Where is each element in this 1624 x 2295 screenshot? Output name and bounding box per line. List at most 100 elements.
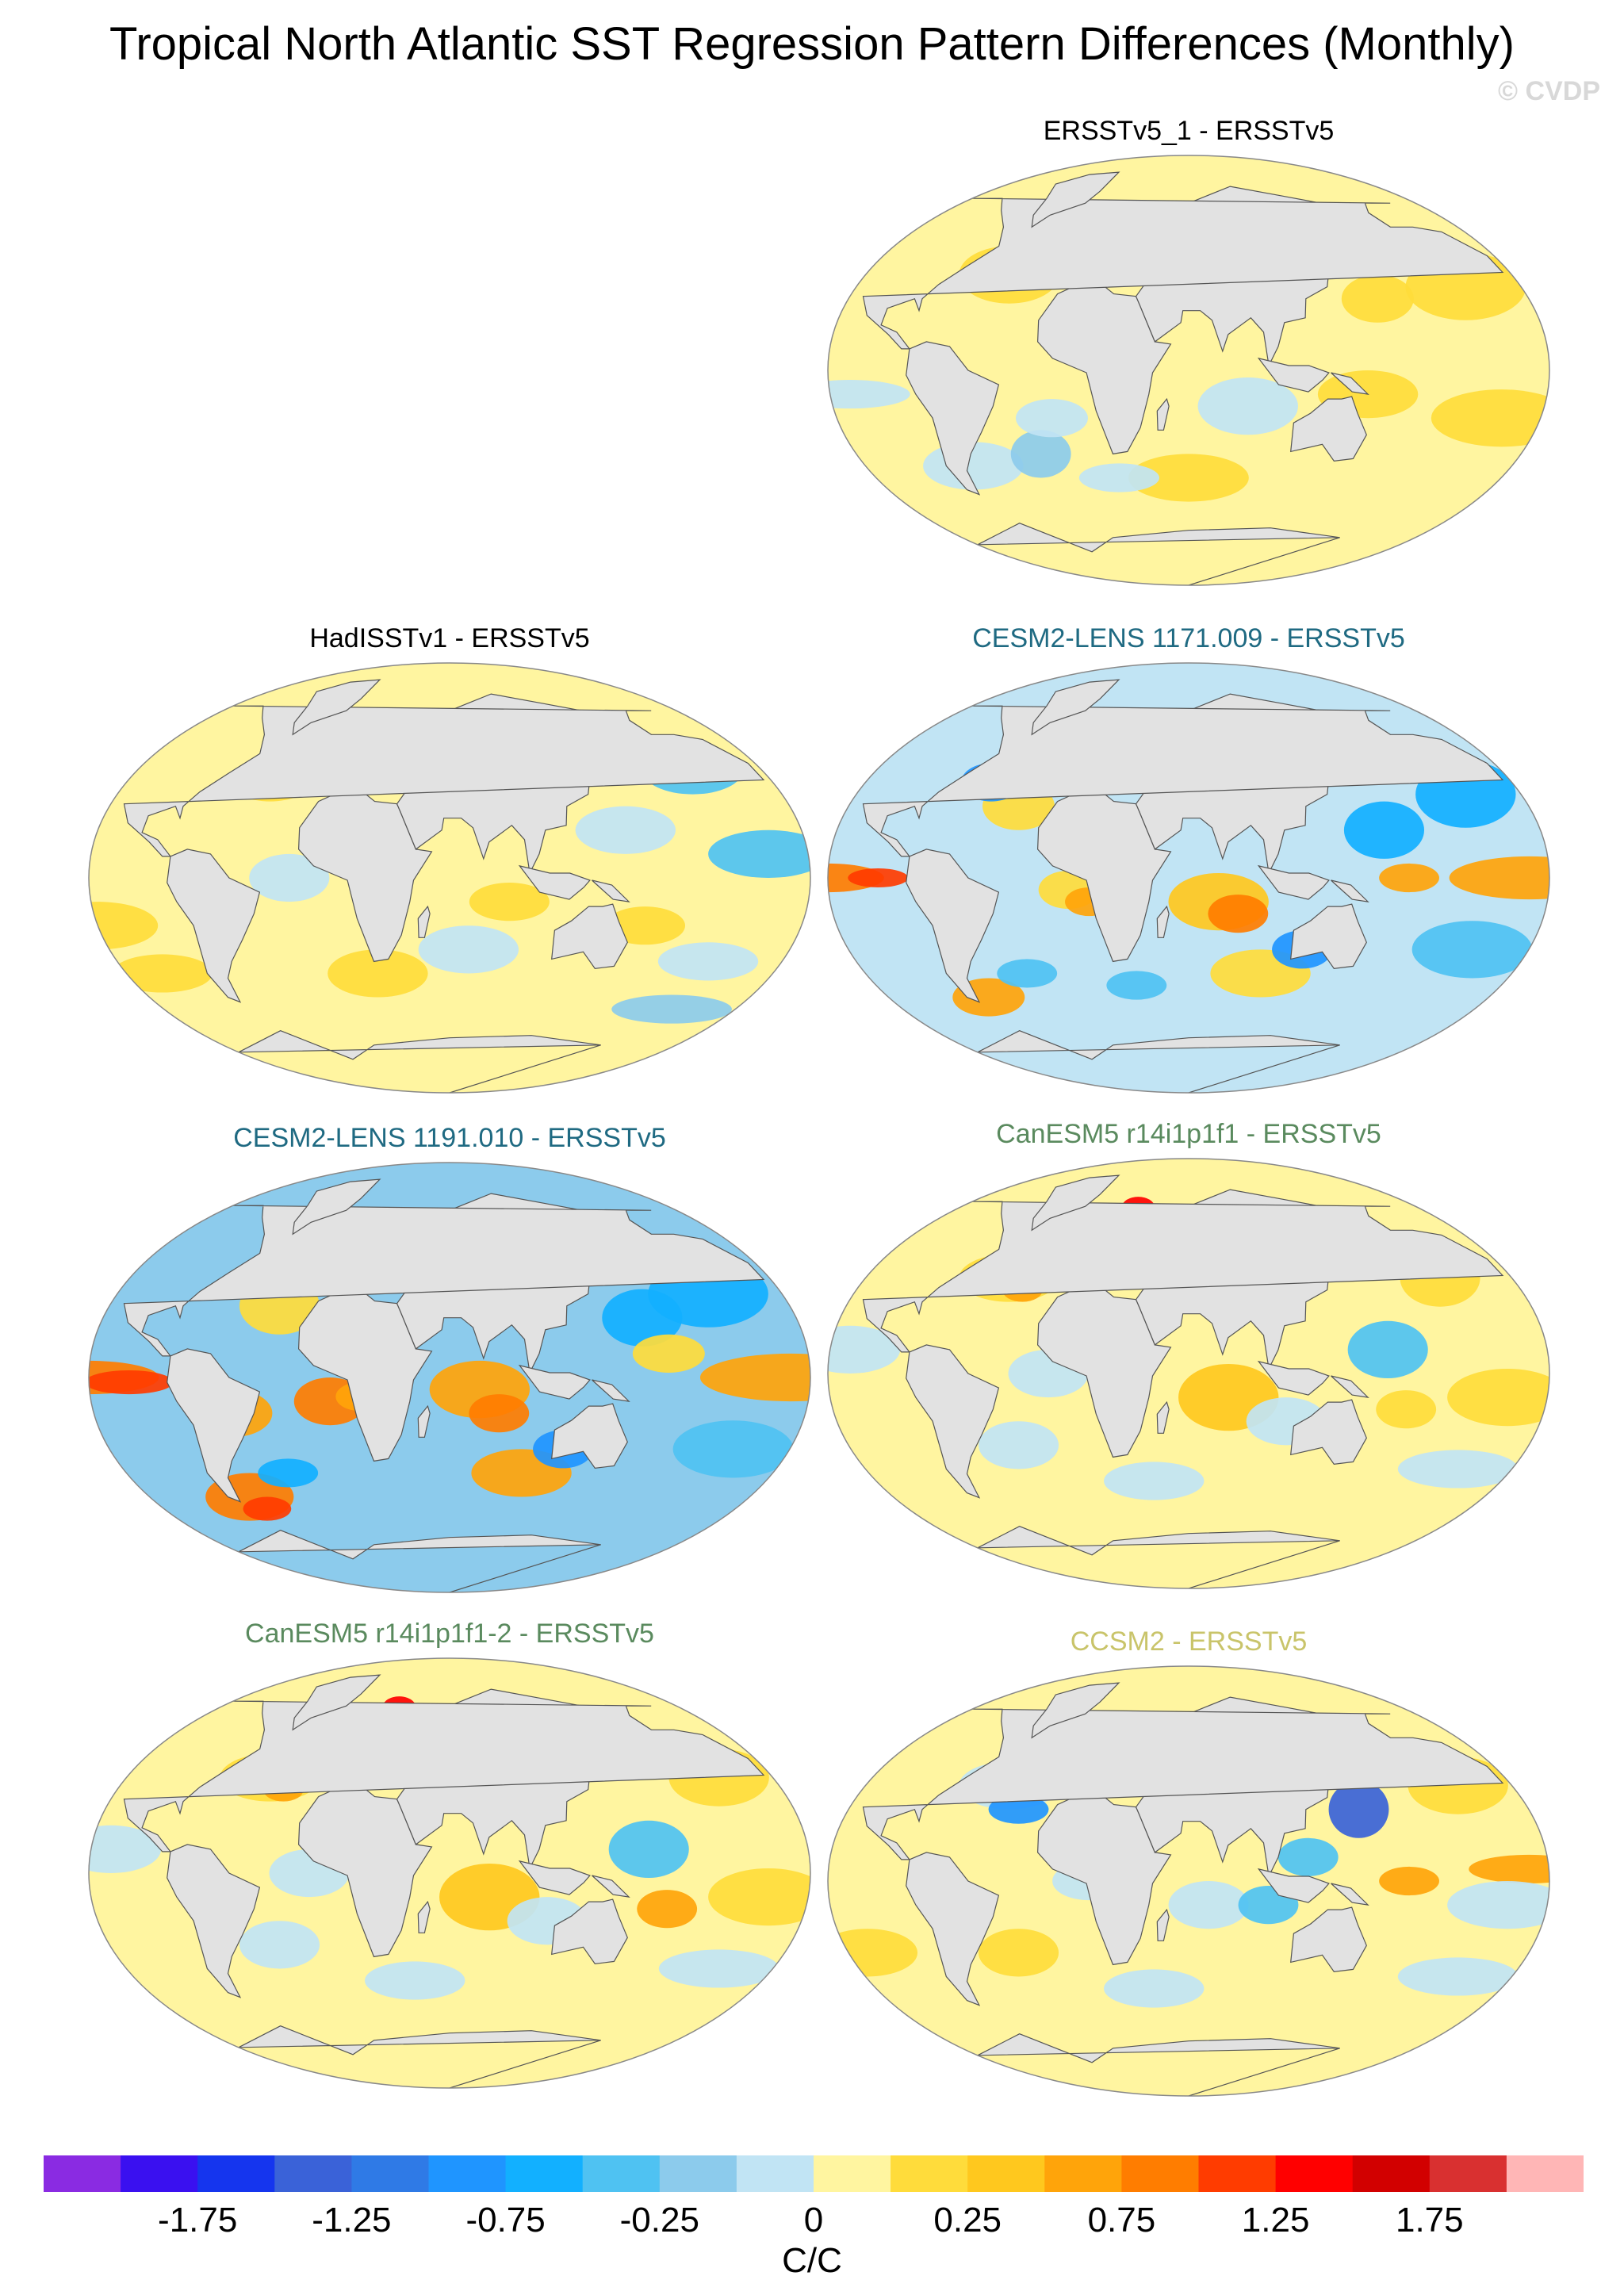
sst-anomaly-patch [978, 1421, 1059, 1469]
land-new_guinea [1331, 372, 1369, 395]
land-indonesia [1257, 1360, 1330, 1396]
sst-anomaly-patch [1397, 1957, 1519, 1996]
panel-title: CanESM5 r14i1p1f1-2 - ERSSTv5 [245, 1619, 654, 1649]
colorbar-swatch [1429, 2155, 1507, 2192]
sst-anomaly-patch [1078, 463, 1159, 492]
sst-anomaly-patch [469, 883, 550, 921]
land-greenland [1031, 1682, 1120, 1739]
sst-anomaly-patch [1469, 1854, 1549, 1884]
sst-anomaly-patch [469, 1394, 530, 1433]
panel-title: CanESM5 r14i1p1f1 - ERSSTv5 [996, 1119, 1381, 1149]
map-panel-canesm5: CanESM5 r14i1p1f1 - ERSSTv5 [825, 1114, 1553, 1590]
colorbar-tick-label: -1.25 [312, 2201, 392, 2239]
land-north_america [862, 197, 1504, 350]
land-antarctica [977, 2033, 1340, 2096]
sst-anomaly-patch [672, 1420, 794, 1478]
sst-anomaly-patch [828, 863, 884, 893]
map-border [88, 662, 811, 1094]
land-new_guinea [592, 879, 630, 902]
sst-anomaly-patch [1343, 801, 1425, 859]
regression-map [88, 1162, 811, 1593]
colorbar-tick-label: 1.25 [1241, 2201, 1310, 2239]
sst-anomaly-patch [1447, 1881, 1549, 1929]
colorbar-swatch [736, 2155, 814, 2192]
sst-anomaly-patch [1411, 921, 1533, 979]
colorbar-swatch [582, 2155, 661, 2192]
land-antarctica [977, 1526, 1340, 1588]
sst-anomaly-patch [608, 1820, 689, 1879]
sst-anomaly-patch [1447, 1368, 1549, 1427]
sst-anomaly-patch [828, 1325, 901, 1374]
sst-anomaly-patch [632, 1334, 705, 1373]
sst-anomaly-patch [1379, 1866, 1439, 1896]
map-panel-cesm2-1171: CESM2-LENS 1171.009 - ERSSTv5 [825, 619, 1553, 1094]
colorbar-swatch [1352, 2155, 1431, 2192]
colorbar-swatch [351, 2155, 429, 2192]
sst-anomaly-patch [637, 1890, 698, 1929]
land-indonesia [518, 1364, 591, 1400]
land-indonesia [518, 1860, 591, 1895]
regression-map [88, 1657, 811, 2089]
regression-map [827, 1665, 1550, 2097]
panel-title: CESM2-LENS 1171.009 - ERSSTv5 [972, 623, 1405, 653]
colorbar-tick-label: -1.75 [158, 2201, 238, 2239]
land-north_america [123, 1205, 765, 1357]
colorbar-tick-label: 0 [803, 2201, 824, 2239]
colorbar-swatch [1506, 2155, 1584, 2192]
land-greenland [1031, 679, 1120, 736]
land-south_america [167, 1844, 261, 1998]
colorbar-swatch [1275, 2155, 1354, 2192]
sst-anomaly-patch [657, 942, 759, 981]
sst-anomaly-patch [1328, 1780, 1389, 1838]
map-border [827, 1665, 1550, 2097]
sst-anomaly-patch [1379, 863, 1439, 893]
colorbar-swatch [1198, 2155, 1277, 2192]
sst-anomaly-patch [1010, 430, 1071, 478]
colorbar-swatch [659, 2155, 737, 2192]
land-south_america [167, 849, 261, 1003]
land-greenland [1031, 1174, 1120, 1232]
sst-anomaly-patch [997, 959, 1058, 988]
sst-anomaly-patch [658, 1949, 779, 1988]
panel-title: CESM2-LENS 1191.010 - ERSSTv5 [233, 1123, 666, 1153]
colorbar-swatch [121, 2155, 198, 2192]
land-south_america [906, 849, 1000, 1003]
colorbar-tick-label: -0.75 [465, 2201, 546, 2239]
colorbar [44, 2155, 1584, 2192]
colorbar-swatch [274, 2155, 352, 2192]
land-greenland [292, 1178, 381, 1236]
sst-anomaly-patch [1104, 1969, 1205, 2008]
colorbar-tick-label: 0.75 [1087, 2201, 1156, 2239]
sst-anomaly-patch [848, 868, 909, 888]
map-panel-cesm2-1191: CESM2-LENS 1191.010 - ERSSTv5 [86, 1118, 814, 1594]
land-south_america [906, 1344, 1000, 1499]
colorbar-tick-label: -0.25 [619, 2201, 699, 2239]
sst-anomaly-patch [1106, 971, 1167, 1000]
sst-anomaly-patch [828, 380, 910, 409]
colorbar-swatch [814, 2155, 891, 2192]
sst-anomaly-patch [1341, 274, 1414, 323]
land-madagascar [1156, 397, 1170, 431]
map-panel-hadisst: HadISSTv1 - ERSSTv5 [86, 619, 814, 1094]
colorbar-units: C/C [782, 2241, 842, 2280]
sst-anomaly-patch [258, 1458, 319, 1488]
land-antarctica [238, 1530, 601, 1592]
panel-title: CCSM2 - ERSSTv5 [1070, 1626, 1308, 1657]
regression-map [827, 662, 1550, 1094]
sst-anomaly-patch [575, 806, 676, 854]
land-indonesia [1257, 357, 1330, 393]
sst-anomaly-patch [1168, 1881, 1249, 1929]
land-antarctica [977, 523, 1340, 585]
land-antarctica [238, 2025, 601, 2088]
sst-anomaly-patch [365, 1961, 465, 2000]
sst-anomaly-patch [1208, 895, 1269, 933]
sst-anomaly-patch [611, 994, 732, 1024]
sst-anomaly-patch [1015, 399, 1088, 438]
colorbar-swatch [1121, 2155, 1199, 2192]
land-north_america [862, 1708, 1504, 1860]
sst-anomaly-patch [89, 1370, 174, 1395]
colorbar-swatch [891, 2155, 968, 2192]
land-madagascar [417, 1404, 431, 1438]
regression-map [88, 662, 811, 1094]
map-panel-canesm5-2: CanESM5 r14i1p1f1-2 - ERSSTv5 [86, 1614, 814, 2090]
